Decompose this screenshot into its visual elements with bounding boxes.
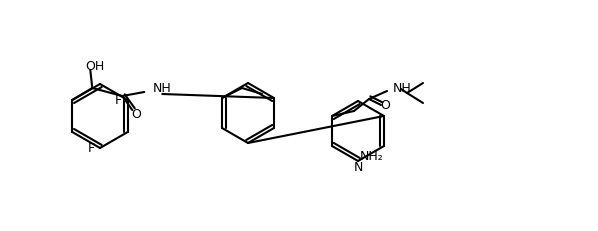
Text: N: N [353,161,363,174]
Text: NH: NH [393,81,412,94]
Text: F: F [87,142,94,155]
Text: F: F [115,94,122,107]
Text: OH: OH [86,59,105,72]
Text: NH₂: NH₂ [360,150,384,163]
Text: O: O [132,108,141,121]
Text: O: O [380,99,390,112]
Text: NH: NH [152,82,171,95]
